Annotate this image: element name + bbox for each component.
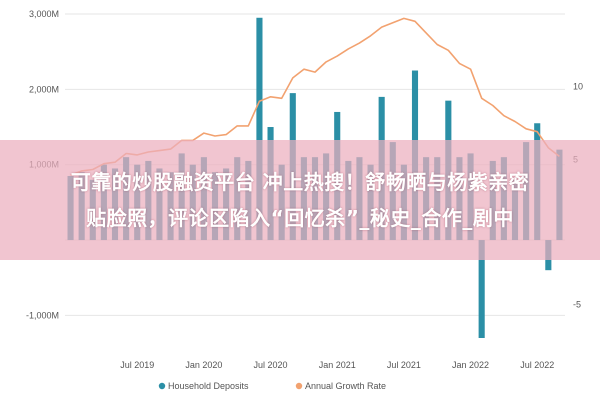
legend-swatch-annual-growth-rate [295,382,303,390]
y-tick-label-right: -5 [573,300,581,310]
x-axis: Jul 2019 Jan 2020 Jul 2020 Jan 2021 Jul 2021… [120,360,554,370]
headline-line-2: 贴脸照，评论区陷入“回忆杀”_秘史_合作_剧中 [86,206,514,230]
x-tick-label: Jan 2021 [319,360,356,370]
x-tick-label: Jan 2022 [452,360,489,370]
legend-label-annual-growth-rate: Annual Growth Rate [305,381,386,391]
legend-label-household-deposits: Household Deposits [168,381,249,391]
headline-banner[interactable]: 可靠的炒股融资平台 冲上热搜！舒畅晒与杨紫亲密 贴脸照，评论区陷入“回忆杀”_秘… [0,140,600,260]
x-tick-label: Jan 2020 [185,360,222,370]
y-tick-label-left: -1,000M [26,310,59,320]
bar-household-deposits [478,240,485,338]
y-tick-label-left: 2,000M [29,84,59,94]
x-tick-label: Jul 2021 [387,360,421,370]
y-tick-label-left: 3,000M [29,9,59,19]
legend-swatch-household-deposits [158,382,166,390]
legend: Household Deposits Annual Growth Rate [158,381,386,391]
x-tick-label: Jul 2022 [520,360,554,370]
x-tick-label: Jul 2019 [120,360,154,370]
headline-line-1: 可靠的炒股融资平台 冲上热搜！舒畅晒与杨紫亲密 [70,170,530,194]
x-tick-label: Jul 2020 [254,360,288,370]
bar-household-deposits [256,17,263,241]
y-tick-label-right: 10 [573,82,583,92]
